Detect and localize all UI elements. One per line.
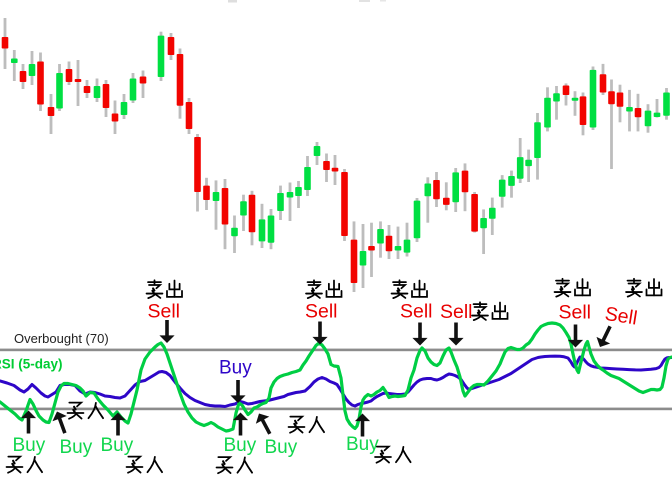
svg-text:Buy: Buy <box>13 435 46 456</box>
svg-text:Sell: Sell <box>148 300 181 322</box>
svg-text:Sell: Sell <box>305 300 338 322</box>
svg-text:Overbought (70): Overbought (70) <box>14 331 109 346</box>
svg-text:Buy: Buy <box>265 437 298 458</box>
svg-text:Buy: Buy <box>60 437 93 458</box>
svg-text:Buy: Buy <box>101 435 134 456</box>
svg-text:Sell: Sell <box>440 301 473 323</box>
svg-text:Sell: Sell <box>603 303 639 330</box>
svg-text:RSI (5-day): RSI (5-day) <box>0 357 63 372</box>
svg-text:Buy: Buy <box>219 358 252 379</box>
svg-text:Sell: Sell <box>559 302 592 324</box>
svg-text:Sell: Sell <box>400 300 433 322</box>
svg-text:Buy: Buy <box>346 434 379 455</box>
svg-text:Buy: Buy <box>224 435 257 456</box>
